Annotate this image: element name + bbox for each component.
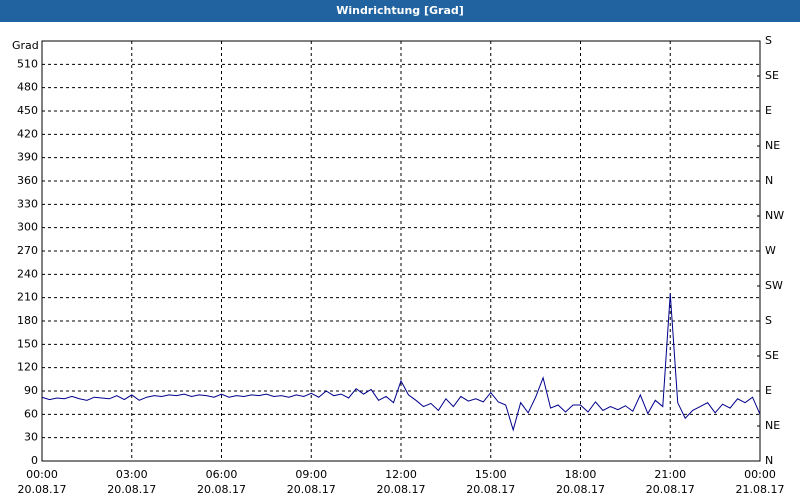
x-tick-date: 20.08.17 [197,483,246,496]
y2-tick-label: SW [765,279,783,292]
y-tick-label: 240 [17,267,38,280]
y2-tick-label: S [765,34,772,47]
y-tick-label: 270 [17,244,38,257]
y-tick-label: 120 [17,361,38,374]
title-bar [0,0,800,22]
x-tick-label: 09:00 [295,468,327,481]
y-tick-label: 60 [24,407,38,420]
x-tick-label: 12:00 [385,468,417,481]
x-tick-date: 20.08.17 [377,483,426,496]
y2-tick-label: NE [765,139,780,152]
plot-frame [41,40,761,462]
x-tick-date: 20.08.17 [287,483,336,496]
x-tick-label: 00:00 [744,468,776,481]
x-tick-label: 00:00 [26,468,58,481]
y-tick-label: 30 [24,431,38,444]
y-tick-label: 450 [17,104,38,117]
x-tick-date: 20.08.17 [107,483,156,496]
y-tick-label: 330 [17,197,38,210]
line-series [41,293,761,432]
y-tick-label: 390 [17,151,38,164]
x-tick-label: 06:00 [206,468,238,481]
x-tick-label: 18:00 [565,468,597,481]
y-tick-label: 300 [17,221,38,234]
chart-title: Windrichtung [Grad] [336,4,464,17]
x-tick-date: 20.08.17 [466,483,515,496]
y2-tick-label: NE [765,419,780,432]
y-tick-label: 90 [24,384,38,397]
x-tick-label: 15:00 [475,468,507,481]
y-tick-label: 360 [17,174,38,187]
y-tick-label: 510 [17,57,38,70]
y-axis-label: Grad [12,39,39,52]
y2-tick-label: SE [765,349,779,362]
y2-tick-label: E [765,104,772,117]
x-tick-date: 20.08.17 [18,483,67,496]
y2-tick-label: N [765,174,773,187]
y2-tick-label: E [765,384,772,397]
x-tick-label: 03:00 [116,468,148,481]
x-tick-date: 20.08.17 [646,483,695,496]
y2-tick-label: NW [765,209,784,222]
y-tick-label: 420 [17,127,38,140]
x-tick-date: 20.08.17 [556,483,605,496]
y2-tick-label: N [765,454,773,467]
y-tick-label: 150 [17,337,38,350]
y2-tick-label: SE [765,69,779,82]
y2-tick-label: W [765,244,776,257]
y-tick-label: 180 [17,314,38,327]
y-tick-label: 0 [31,454,38,467]
x-tick-label: 21:00 [654,468,686,481]
x-tick-date: 21.08.17 [736,483,785,496]
y2-tick-label: S [765,314,772,327]
y-tick-label: 480 [17,81,38,94]
y-tick-label: 210 [17,291,38,304]
